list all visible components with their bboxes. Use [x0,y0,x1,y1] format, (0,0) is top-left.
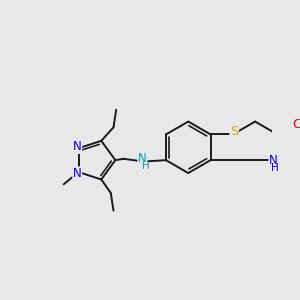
Text: N: N [73,167,82,180]
Text: H: H [272,163,279,173]
Text: N: N [269,154,278,167]
Text: N: N [138,152,147,165]
Text: O: O [292,118,300,131]
Text: S: S [230,125,238,138]
Text: N: N [73,140,82,153]
Text: H: H [142,160,150,171]
